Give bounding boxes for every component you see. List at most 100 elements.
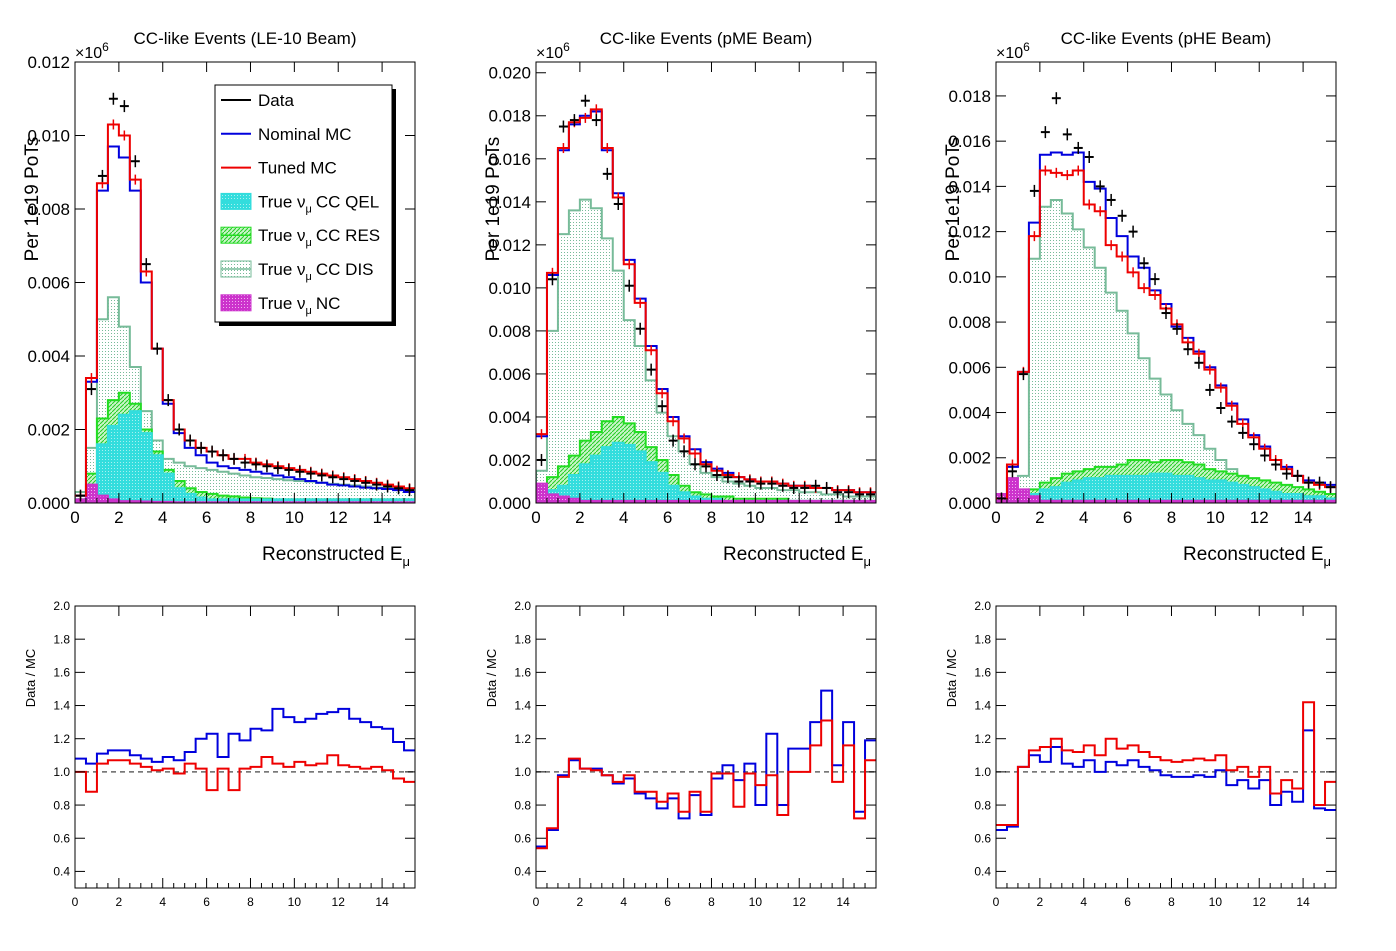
x-tick-label: 12 [790, 508, 809, 527]
x-tick-label: 12 [329, 508, 348, 527]
legend-item: Data [221, 91, 294, 110]
x-tick-label: 0 [533, 895, 540, 909]
x-tick-label: 14 [1296, 895, 1310, 909]
y-tick-label: 0.014 [948, 177, 991, 196]
panel-4: 0 2 4 6 8 10 12 14 0.4 0.6 0.8 1.0 1.2 1.4 1.6 1.8 2.0 Da… [23, 599, 416, 909]
x-tick-label: 2 [577, 895, 584, 909]
y-tick-label: 1.0 [514, 765, 531, 779]
x-tick-label: 8 [708, 895, 715, 909]
legend-item: Nominal MC [221, 125, 352, 144]
legend-item: True νμ CC RES [220, 226, 380, 249]
series-tuned-mc [536, 719, 876, 850]
y-tick-label: 0.006 [27, 273, 70, 292]
x-tick-label: 0 [70, 508, 79, 527]
y-tick-label: 0.006 [948, 358, 991, 377]
y-tick-label: 0.8 [514, 798, 531, 812]
y-tick-label: 1.8 [514, 632, 531, 646]
legend-label: Tuned MC [258, 159, 337, 178]
legend-item: True νμ NC [220, 294, 340, 317]
y-tick-label: 1.4 [53, 699, 70, 713]
x-tick-label: 14 [373, 508, 392, 527]
plot-frame [535, 61, 877, 504]
chart-title: CC-like Events (LE-10 Beam) [134, 29, 357, 48]
x-tick-label: 6 [1124, 895, 1131, 909]
x-tick-label: 14 [375, 895, 389, 909]
legend-label: Data [258, 91, 294, 110]
y-tick-label: 0.018 [948, 87, 991, 106]
y-axis-label: Data / MC [944, 649, 959, 708]
series-true-cc-qel [75, 410, 415, 503]
y-tick-label: 1.4 [974, 699, 991, 713]
axis-multiplier: ×106 [75, 40, 109, 62]
y-tick-label: 0.000 [948, 494, 991, 513]
x-tick-label: 6 [203, 895, 210, 909]
y-tick-label: 0.4 [974, 865, 991, 879]
x-tick-label: 0 [993, 895, 1000, 909]
series-tuned-mc [75, 123, 415, 497]
y-tick-label: 1.0 [53, 765, 70, 779]
chart-title: CC-like Events (pME Beam) [600, 29, 813, 48]
x-tick-label: 2 [1037, 895, 1044, 909]
plot-frame [995, 61, 1337, 504]
y-tick-label: 0.016 [948, 132, 991, 151]
series-nominal-mc [75, 145, 415, 497]
y-tick-label: 0.002 [948, 449, 991, 468]
x-tick-label: 6 [202, 508, 211, 527]
x-tick-label: 0 [72, 895, 79, 909]
y-tick-label: 0.4 [53, 865, 70, 879]
x-tick-label: 14 [1294, 508, 1313, 527]
y-tick-label: 1.8 [974, 632, 991, 646]
y-tick-label: 0.008 [488, 322, 531, 341]
y-tick-label: 0.010 [948, 268, 991, 287]
y-tick-label: 0.6 [974, 831, 991, 845]
y-tick-label: 0.004 [488, 408, 531, 427]
legend-item: True νμ CC DIS [220, 260, 374, 283]
series-true-cc-dis [996, 198, 1336, 503]
chart-title: CC-like Events (pHE Beam) [1061, 29, 1272, 48]
y-tick-label: 0.002 [488, 451, 531, 470]
y-tick-label: 0.4 [514, 865, 531, 879]
x-tick-label: 2 [1035, 508, 1044, 527]
x-tick-label: 8 [1167, 508, 1176, 527]
x-tick-label: 2 [116, 895, 123, 909]
x-tick-label: 12 [793, 895, 807, 909]
y-tick-label: 0.000 [488, 494, 531, 513]
series-nominal-mc [536, 689, 876, 848]
y-tick-label: 1.6 [974, 666, 991, 680]
series-tuned-mc [536, 108, 876, 494]
y-tick-label: 0.000 [27, 494, 70, 513]
x-tick-label: 10 [288, 895, 302, 909]
y-tick-label: 1.8 [53, 632, 70, 646]
y-axis-label: Per 1e19 PoTs [943, 137, 964, 262]
panel-3: 0 2 4 6 8 10 12 14 0.000 0.002 0.004 0.006 0.008 0.01… [943, 29, 1337, 569]
x-tick-label: 6 [663, 508, 672, 527]
y-tick-label: 0.016 [488, 150, 531, 169]
y-axis-label: Per 1e19 PoTs [483, 137, 504, 262]
y-tick-label: 2.0 [974, 599, 991, 613]
x-tick-label: 14 [836, 895, 850, 909]
x-tick-label: 12 [1253, 895, 1267, 909]
y-tick-label: 0.006 [488, 365, 531, 384]
x-tick-label: 12 [332, 895, 346, 909]
y-tick-label: 1.2 [974, 732, 991, 746]
x-tick-label: 4 [1079, 508, 1088, 527]
y-tick-label: 0.6 [514, 831, 531, 845]
x-tick-label: 8 [1168, 895, 1175, 909]
y-tick-label: 0.012 [948, 223, 991, 242]
legend-item: Tuned MC [221, 159, 337, 178]
y-tick-label: 0.018 [488, 107, 531, 126]
y-tick-label: 0.020 [488, 64, 531, 83]
x-axis-label: Reconstructed Eμ [262, 544, 410, 569]
x-tick-label: 4 [1080, 895, 1087, 909]
y-tick-label: 2.0 [514, 599, 531, 613]
y-tick-label: 1.0 [974, 765, 991, 779]
x-tick-label: 4 [620, 895, 627, 909]
plot-area [75, 707, 415, 793]
x-tick-label: 10 [746, 508, 765, 527]
x-tick-label: 10 [749, 895, 763, 909]
series-tuned-mc [996, 701, 1336, 826]
plot-area [996, 92, 1336, 503]
x-tick-label: 8 [246, 508, 255, 527]
y-tick-label: 1.4 [514, 699, 531, 713]
x-axis-label: Reconstructed Eμ [723, 544, 871, 569]
